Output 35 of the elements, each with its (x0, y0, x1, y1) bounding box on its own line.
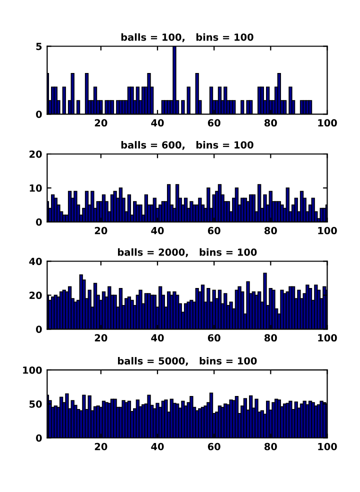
x-tick-label: 20 (94, 226, 108, 234)
y-tick-label: 0 (36, 326, 42, 333)
y-tick-label: 50 (30, 400, 42, 408)
x-tick-label: 80 (264, 226, 277, 234)
x-tick-label: 60 (208, 119, 220, 127)
chart-title: balls = 100, bins = 100 (121, 33, 254, 42)
y-tick-label: 0 (36, 434, 42, 442)
x-tick-label: 60 (208, 334, 220, 342)
x-tick-label: 100 (318, 442, 337, 450)
x-tick-label: 40 (151, 119, 164, 127)
y-tick-label: 20 (30, 292, 42, 300)
x-tick-label: 100 (318, 334, 337, 342)
y-tick-label: 40 (29, 258, 42, 266)
x-tick-label: 40 (151, 226, 164, 234)
chart-title: balls = 600, bins = 100 (121, 141, 254, 150)
x-tick-label: 80 (264, 334, 277, 342)
chart-title: balls = 2000, bins = 100 (118, 248, 257, 258)
x-tick-label: 80 (264, 119, 277, 127)
x-tick-label: 60 (208, 226, 220, 234)
y-tick-label: 20 (30, 150, 42, 158)
x-tick-label: 40 (151, 334, 164, 342)
x-tick-label: 20 (94, 442, 108, 450)
x-tick-label: 20 (94, 119, 108, 127)
chart-title: balls = 5000, bins = 100 (118, 357, 257, 366)
x-tick-label: 20 (94, 334, 108, 342)
x-tick-label: 80 (264, 442, 277, 450)
x-tick-label: 60 (208, 442, 220, 450)
y-tick-label: 10 (30, 184, 42, 192)
y-tick-label: 0 (36, 218, 42, 226)
x-tick-label: 100 (318, 119, 337, 127)
y-tick-label: 5 (36, 42, 42, 50)
y-tick-label: 100 (23, 366, 42, 374)
x-tick-label: 40 (151, 442, 164, 450)
y-tick-label: 0 (36, 110, 42, 118)
x-tick-label: 100 (318, 226, 337, 234)
